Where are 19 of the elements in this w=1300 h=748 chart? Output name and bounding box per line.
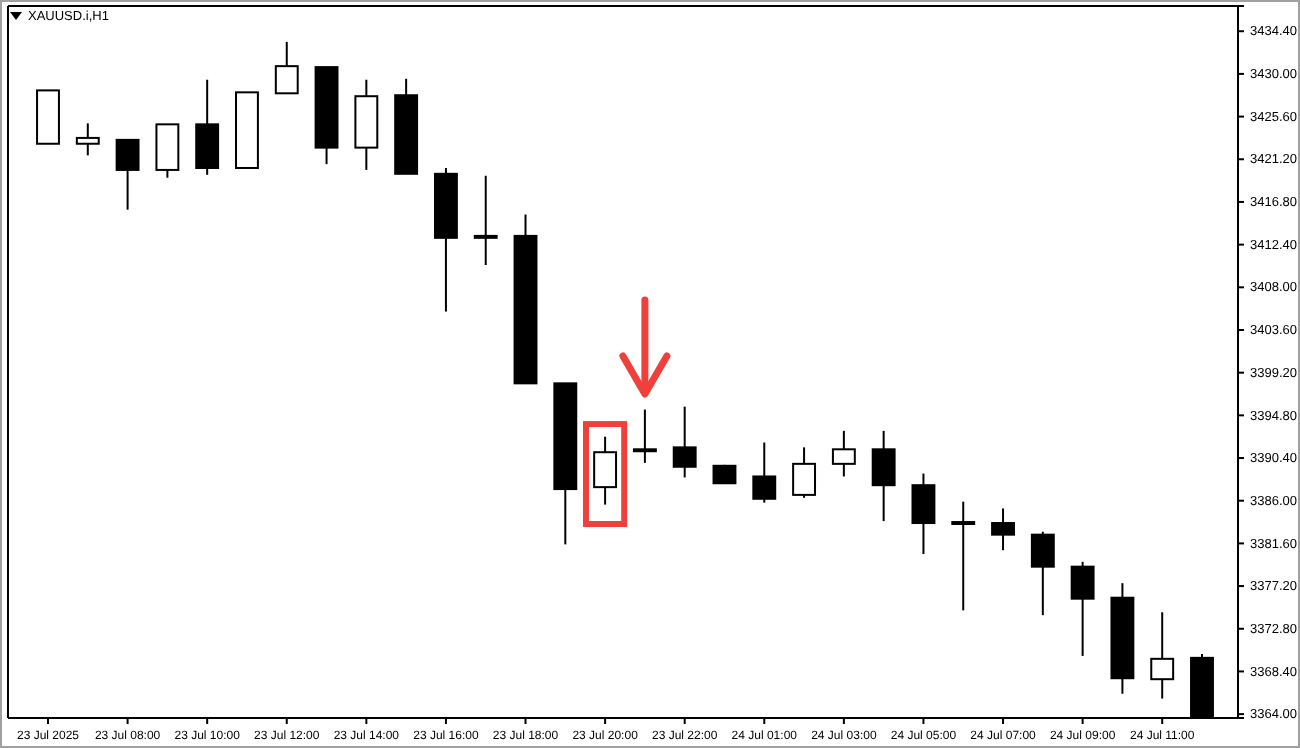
candlestick xyxy=(1150,611,1175,700)
candlestick xyxy=(632,408,657,464)
candlestick xyxy=(752,441,777,504)
candlestick xyxy=(195,78,220,176)
candlestick xyxy=(911,472,936,556)
candlestick xyxy=(951,500,976,612)
candlestick xyxy=(473,174,498,266)
candlestick xyxy=(991,507,1015,552)
candlestick xyxy=(1070,560,1095,657)
candlestick xyxy=(75,122,100,157)
candlestick xyxy=(831,429,856,478)
candlestick xyxy=(274,40,299,95)
candlestick xyxy=(593,435,618,506)
candlestick xyxy=(792,446,817,499)
candlestick xyxy=(155,123,180,179)
candlestick xyxy=(1030,530,1055,617)
candlestick xyxy=(871,429,896,523)
candlestick xyxy=(672,405,697,479)
candlestick xyxy=(115,138,140,211)
